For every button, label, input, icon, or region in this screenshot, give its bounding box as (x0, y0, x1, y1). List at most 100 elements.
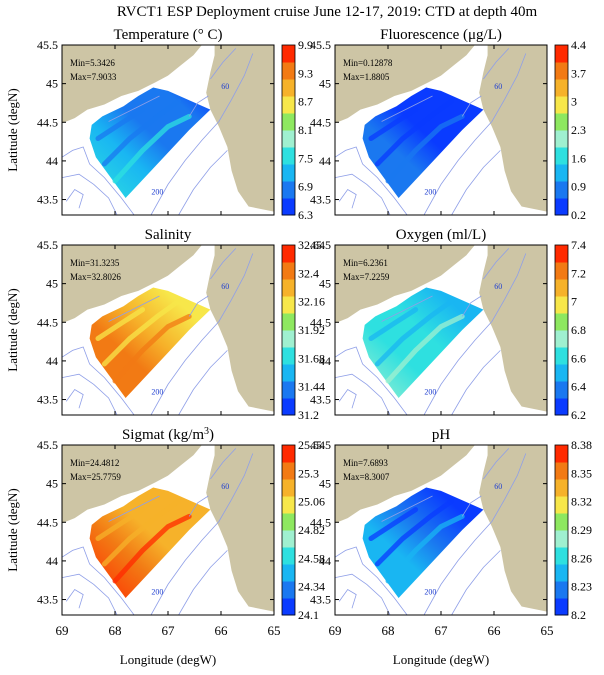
y-tick-label: 44.5 (37, 515, 58, 529)
colorbar-swatch (282, 547, 295, 565)
panel-4: Oxygen (ml/L) 60 200 Min=6.2361 Max=7.2259 43… (310, 227, 586, 422)
bathymetry-contour (108, 95, 160, 122)
bathymetry-contour (483, 248, 510, 280)
bathymetry-contour (338, 388, 357, 409)
colorbar-swatch (282, 598, 295, 616)
map-area: 60 200 (62, 245, 274, 415)
x-tick-label: 65 (268, 623, 281, 638)
colorbar-tick-label: 8.1 (298, 123, 313, 137)
contour-label-200: 200 (151, 388, 163, 397)
min-label: Min=6.2361 (343, 258, 388, 268)
min-label: Min=0.12878 (343, 58, 393, 68)
field-streak (368, 307, 419, 341)
y-tick-label: 45.5 (37, 38, 58, 52)
bathymetry-contour (188, 95, 209, 117)
y-tick-label: 45 (46, 477, 58, 491)
field-streak (95, 107, 146, 141)
bathymetry-contour (210, 248, 237, 280)
y-tick-label: 45 (46, 277, 58, 291)
y-tick-label: 43.5 (310, 593, 331, 607)
colorbar-swatch (555, 581, 568, 599)
field-streak (374, 98, 455, 167)
colorbar-swatch (555, 113, 568, 131)
colorbar-tick-label: 0.9 (571, 180, 586, 194)
x-tick-label: 68 (382, 623, 395, 638)
bathymetry-contour (62, 373, 118, 415)
field-streak (385, 513, 465, 584)
bathymetry-contour (381, 295, 433, 322)
bathymetry-contour (381, 95, 433, 122)
bathymetry-contour (423, 253, 527, 415)
colorbar-tick-label: 9.3 (298, 66, 313, 80)
colorbar-swatch (282, 198, 295, 216)
bathymetry-contour (178, 550, 228, 615)
colorbar-swatch (282, 45, 295, 63)
colorbar-swatch (282, 445, 295, 463)
colorbar-swatch (282, 79, 295, 97)
x-tick-label: 66 (215, 623, 229, 638)
colorbar-tick-label: 6.2 (571, 408, 586, 422)
y-tick-label: 44 (46, 154, 58, 168)
colorbar-swatch (555, 279, 568, 297)
colorbar-tick-label: 3.7 (571, 66, 586, 80)
colorbar-frame (554, 444, 569, 616)
colorbar-tick-label: 1.6 (571, 151, 586, 165)
bathymetry-contour (210, 48, 237, 80)
y-tick-label: 44.5 (310, 115, 331, 129)
land-east (206, 45, 274, 212)
colorbar-swatch (555, 313, 568, 331)
bathymetry-contour (335, 573, 391, 615)
panel-2: Fluorescence (μg/L) 60 200 Min=0.12878 Max=1… (310, 27, 586, 222)
colorbar-swatch (282, 496, 295, 514)
colorbar-swatch (555, 598, 568, 616)
contour-label-200: 200 (151, 188, 163, 197)
colorbar-tick-label: 0.2 (571, 208, 586, 222)
bathymetry-contour (210, 448, 237, 480)
colorbar-tick-label: 6.3 (298, 208, 313, 222)
land-west (335, 245, 475, 324)
field-streak (385, 113, 465, 184)
colorbar-swatch (555, 96, 568, 114)
colorbar-tick-label: 6.8 (571, 323, 586, 337)
contour-label-60: 60 (221, 82, 229, 91)
bathymetry-contour (188, 495, 209, 517)
map-area: 60 200 (335, 245, 547, 415)
y-tick-label: 45.5 (37, 438, 58, 452)
land-west (62, 245, 202, 324)
min-label: Min=5.3426 (70, 58, 115, 68)
bathymetry-contour (483, 48, 510, 80)
colorbar-swatch (555, 45, 568, 63)
panel-title: Fluorescence (μg/L) (380, 27, 502, 43)
colorbar-swatch (282, 513, 295, 531)
bathymetry-contour (461, 295, 482, 317)
colorbar-tick-label: 24.82 (298, 523, 325, 537)
bathymetry-contour (381, 495, 433, 522)
colorbar-tick-label: 31.2 (298, 408, 319, 422)
y-tick-label: 43.5 (310, 393, 331, 407)
bathymetry-contour (335, 346, 408, 415)
contour-label-200: 200 (424, 388, 436, 397)
contour-label-60: 60 (494, 482, 502, 491)
colorbar-tick-label: 31.68 (298, 351, 325, 365)
colorbar-swatch (282, 164, 295, 182)
y-tick-label: 43.5 (37, 593, 58, 607)
x-tick-label: 69 (56, 623, 69, 638)
field-streak (112, 313, 192, 384)
y-tick-label: 45.5 (37, 238, 58, 252)
bathymetry-contour (338, 188, 357, 209)
panel-title: pH (432, 427, 451, 443)
field-streak (368, 507, 419, 541)
y-tick-label: 43.5 (37, 193, 58, 207)
panel-6: pH 60 200 Min=7.6893 Max=8.3007 69 68 67 66 65 43.… (310, 427, 592, 638)
x-axis-label: Longitude (degW) (393, 652, 489, 667)
field-streak (385, 313, 465, 384)
land-east (206, 445, 274, 612)
colorbar-swatch (282, 181, 295, 199)
bathymetry-contour (65, 188, 84, 209)
max-label: Max=25.7759 (70, 472, 121, 482)
field-streak (112, 113, 192, 184)
contour-label-60: 60 (494, 82, 502, 91)
colorbar-swatch (282, 347, 295, 365)
colorbar-tick-label: 8.35 (571, 466, 592, 480)
contour-label-60: 60 (221, 482, 229, 491)
